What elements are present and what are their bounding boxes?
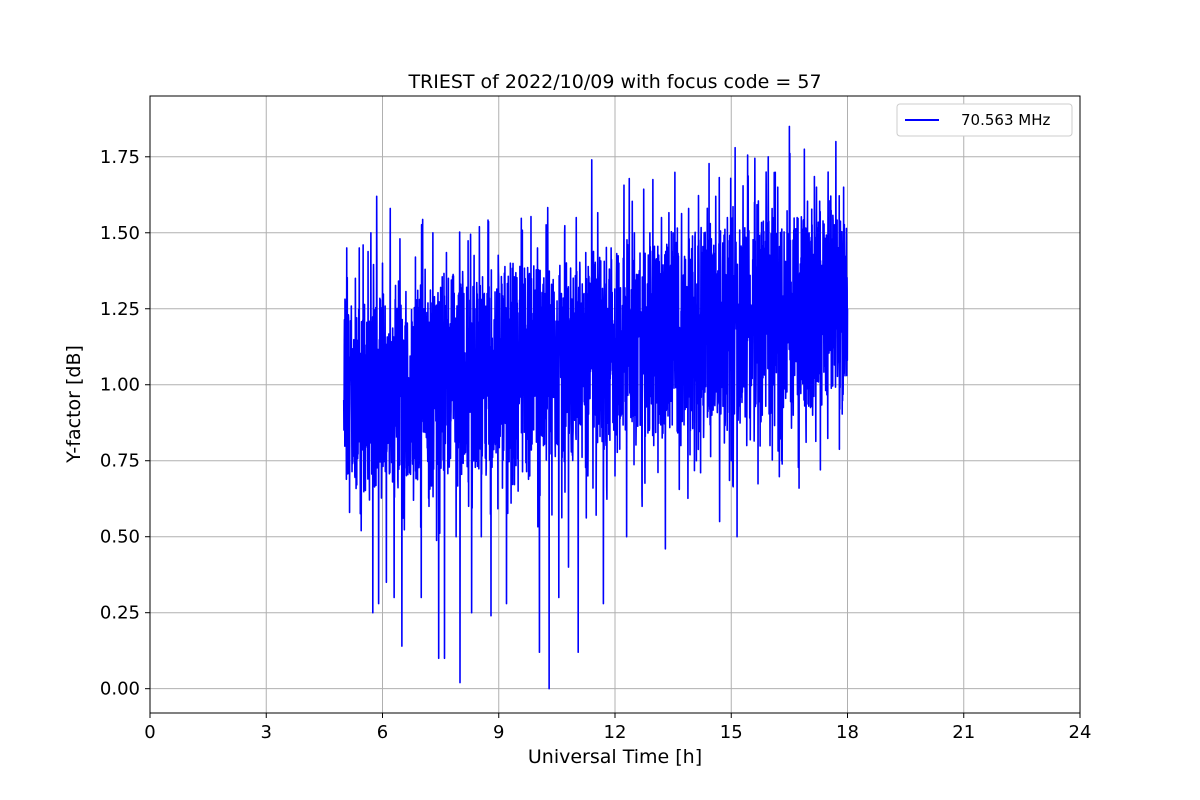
x-tick-label: 21	[952, 722, 975, 743]
legend-box	[896, 103, 1073, 137]
x-tick-label: 9	[493, 722, 504, 743]
y-tick-label: 1.25	[100, 299, 140, 320]
x-tick-label: 0	[144, 722, 155, 743]
legend-label: 70.563 MHz	[961, 111, 1050, 129]
y-tick-label: 1.75	[100, 147, 140, 168]
x-tick-label: 18	[836, 722, 859, 743]
x-tick-label: 12	[604, 722, 627, 743]
y-tick-label: 0.00	[100, 679, 140, 700]
x-axis-label: Universal Time [h]	[528, 746, 702, 768]
y-tick-label: 0.25	[100, 603, 140, 624]
x-tick-label: 15	[720, 722, 743, 743]
series-line	[342, 125, 849, 690]
ticks: 0 3 6 9 12 15 18 21 24 0.00 0.25 0.50 0.75 1.00 1.25 1.…	[100, 147, 1092, 743]
y-tick-label: 0.50	[100, 527, 140, 548]
y-tick-label: 1.00	[100, 375, 140, 396]
y-axis-label: Y-factor [dB]	[63, 345, 85, 464]
y-tick-label: 0.75	[100, 451, 140, 472]
series-layer	[342, 125, 849, 690]
x-tick-label: 6	[377, 722, 388, 743]
chart-title: TRIEST of 2022/10/09 with focus code = 5…	[407, 71, 821, 93]
x-tick-label: 24	[1069, 722, 1092, 743]
y-tick-label: 1.50	[100, 223, 140, 244]
legend: 70.563 MHz	[896, 103, 1073, 137]
x-tick-label: 3	[261, 722, 272, 743]
